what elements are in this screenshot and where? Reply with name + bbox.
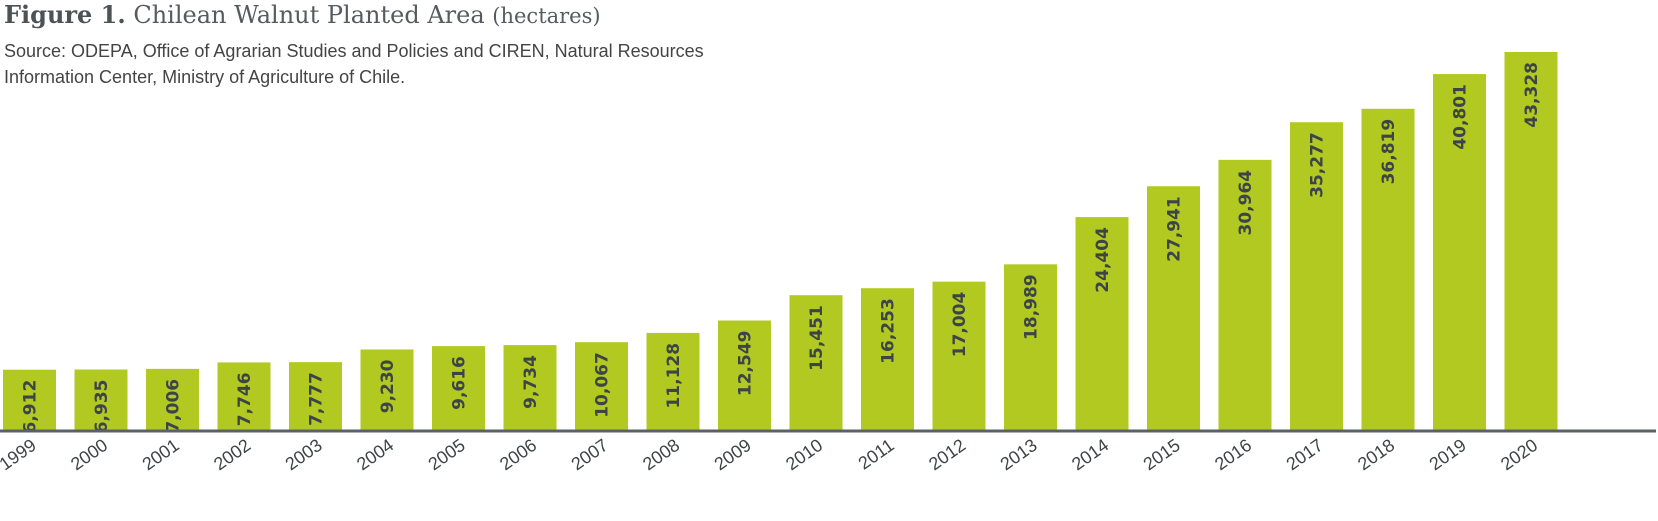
value-label-2019: 40,801 [1451, 84, 1471, 150]
chart-title: Figure 1. Chilean Walnut Planted Area (h… [4, 0, 601, 29]
x-tick-2012: 2012 [925, 435, 969, 474]
value-label-2001: 7,006 [164, 379, 184, 433]
value-label-2013: 18,989 [1022, 274, 1042, 340]
bar-2012 [932, 281, 986, 430]
x-tick-2000: 2000 [67, 435, 111, 474]
source-note: Source: ODEPA, Office of Agrarian Studie… [4, 41, 704, 87]
x-tick-2003: 2003 [282, 435, 326, 474]
bar-2011 [861, 288, 914, 430]
x-tick-2015: 2015 [1140, 435, 1184, 474]
bar-2009 [718, 320, 771, 430]
x-tick-2007: 2007 [568, 435, 612, 474]
bar-2000 [74, 369, 128, 430]
x-tick-2004: 2004 [353, 435, 397, 474]
bar-2014 [1075, 217, 1129, 430]
x-tick-2018: 2018 [1354, 435, 1398, 474]
value-label-2009: 12,549 [736, 331, 756, 397]
bar-2017 [1290, 122, 1343, 431]
value-label-2018: 36,819 [1379, 119, 1399, 185]
x-tick-2016: 2016 [1211, 435, 1255, 474]
bar-2003 [289, 362, 342, 430]
value-label-2002: 7,746 [235, 372, 255, 426]
x-tick-2006: 2006 [496, 435, 540, 474]
title-unit: (hectares) [492, 4, 601, 28]
value-label-2017: 35,277 [1308, 132, 1328, 198]
bar-2010 [789, 295, 843, 430]
value-label-2000: 6,935 [92, 379, 112, 433]
bar-2020 [1504, 52, 1558, 430]
bar-2013 [1004, 264, 1057, 430]
x-tick-2019: 2019 [1426, 435, 1470, 474]
x-tick-2010: 2010 [782, 435, 826, 474]
x-tick-2013: 2013 [997, 435, 1041, 474]
value-label-2016: 30,964 [1236, 170, 1256, 236]
value-label-2005: 9,616 [450, 356, 470, 410]
value-label-2006: 9,734 [521, 355, 541, 409]
bar-2018 [1361, 108, 1415, 431]
bar-2001 [146, 368, 199, 430]
value-label-2011: 16,253 [879, 298, 899, 364]
bar-2005 [432, 346, 485, 430]
bar-2019 [1433, 74, 1486, 430]
value-label-2007: 10,067 [593, 352, 613, 418]
value-label-2004: 9,230 [378, 359, 398, 413]
bar-2015 [1147, 186, 1200, 430]
bar-2016 [1218, 159, 1272, 430]
x-tick-2009: 2009 [711, 435, 755, 474]
bar-2006 [503, 345, 557, 430]
x-tick-2014: 2014 [1068, 435, 1112, 474]
bar-2008 [646, 332, 700, 430]
value-label-2008: 11,128 [664, 343, 684, 409]
bar-2004 [360, 349, 414, 430]
x-tick-2020: 2020 [1497, 435, 1541, 474]
x-tick-2002: 2002 [210, 435, 254, 474]
bar-2007 [575, 342, 628, 430]
x-tick-2011: 2011 [855, 435, 898, 474]
x-tick-2017: 2017 [1283, 435, 1327, 474]
bars-group: 6,912 6,935 7,006 7,746 7,777 9,230 9,616 9,734… [3, 52, 1558, 433]
x-tick-1999: 1999 [0, 435, 40, 474]
value-label-2014: 24,404 [1093, 227, 1113, 293]
title-text: Chilean Walnut Planted Area [133, 1, 485, 29]
x-tick-labels: 1999 2000 2001 2002 2003 2004 2005 2006 2007 2008… [0, 435, 1541, 474]
value-label-2020: 43,328 [1522, 62, 1542, 128]
value-label-1999: 6,912 [21, 380, 41, 434]
value-label-2015: 27,941 [1165, 196, 1185, 262]
bar-1999 [3, 369, 56, 430]
x-tick-2008: 2008 [639, 435, 683, 474]
value-label-2010: 15,451 [807, 305, 827, 371]
bar-2002 [217, 362, 271, 430]
value-label-2003: 7,777 [307, 372, 327, 426]
x-tick-2001: 2001 [139, 435, 183, 474]
value-label-2012: 17,004 [950, 291, 970, 357]
figure-label: Figure 1. [4, 0, 126, 29]
x-tick-2005: 2005 [425, 435, 469, 474]
